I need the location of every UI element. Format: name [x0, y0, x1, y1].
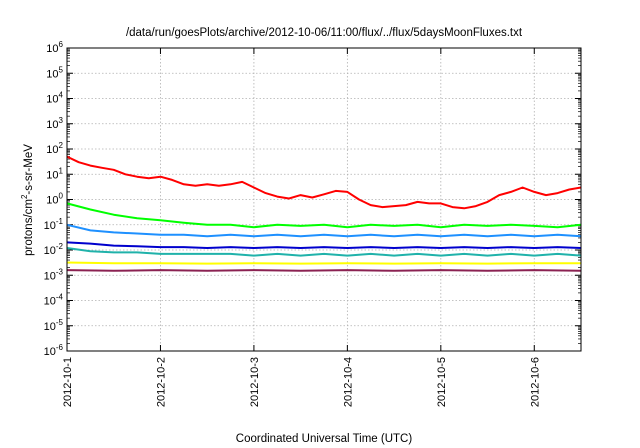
y-axis-title-rest: -s-sr-MeV — [23, 144, 35, 195]
y-tick-label: 105 — [46, 65, 63, 80]
y-tick-label: 104 — [46, 91, 63, 106]
series-line-6 — [66, 261, 581, 265]
series-line-7 — [66, 269, 582, 272]
y-axis-title-sup: 2 — [20, 194, 29, 199]
series-line-2 — [66, 202, 582, 229]
y-tick-label: 10-5 — [44, 318, 64, 333]
y-tick-labels: 10-6 10-5 10-4 10-3 10-2 10-1 100 101 102 103 104 1… — [44, 40, 64, 358]
x-tick-labels: 2012-10-1 2012-10-2 2012-10-3 2012-10-4 2012… — [62, 357, 541, 407]
series-line-5 — [66, 247, 582, 257]
y-tick-label: 10-4 — [44, 293, 64, 308]
y-tick-label: 106 — [46, 40, 63, 55]
x-tick-label: 2012-10-1 — [62, 357, 74, 407]
series-line-4 — [66, 241, 582, 249]
y-tick-label: 10-1 — [44, 217, 64, 232]
x-axis-title: Coordinated Universal Time (UTC) — [236, 433, 413, 445]
x-tick-label: 2012-10-6 — [529, 357, 541, 407]
x-tick-label: 2012-10-5 — [436, 357, 448, 407]
series-layer — [66, 155, 582, 272]
y-tick-label: 10-3 — [44, 267, 64, 282]
y-tick-label: 102 — [46, 141, 63, 156]
y-tick-label: 100 — [46, 192, 63, 207]
series-line-3 — [66, 223, 582, 238]
grid — [67, 48, 581, 351]
x-tick-label: 2012-10-3 — [249, 357, 261, 407]
x-tick-label: 2012-10-2 — [155, 357, 167, 407]
y-tick-label: 103 — [46, 116, 63, 131]
chart-title: /data/run/goesPlots/archive/2012-10-06/1… — [126, 27, 523, 39]
y-tick-label: 10-6 — [44, 343, 64, 358]
x-tick-label: 2012-10-4 — [342, 357, 354, 407]
x-tick-marks — [66, 48, 535, 351]
y-axis-title-base: protons/cm — [23, 199, 35, 256]
y-tick-label: 101 — [46, 166, 63, 181]
plot-frame — [66, 47, 582, 352]
y-axis-title: protons/cm2-s-sr-MeV — [20, 144, 35, 256]
y-tick-label: 10-2 — [44, 242, 64, 257]
series-line-1 — [66, 155, 582, 210]
